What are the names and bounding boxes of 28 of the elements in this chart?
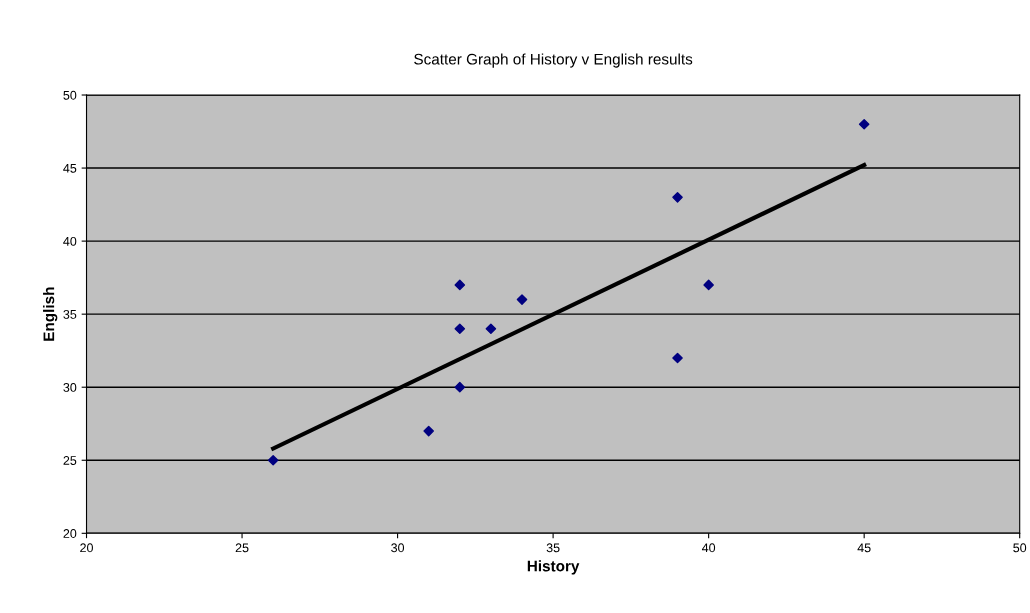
x-tick-label: 45 [857,543,871,553]
x-axis-title: History [527,560,580,575]
x-tick-label: 40 [701,543,716,553]
point [423,425,434,437]
y-tick-label: 25 [63,456,77,465]
point [858,118,870,130]
y-axis-title: English [43,287,58,341]
point [703,279,714,291]
point [672,352,683,364]
x-tick-label: 30 [391,543,405,553]
y-tick-label: 20 [63,529,77,538]
x-tick-label: 35 [546,543,560,553]
point [672,191,683,203]
y-tick-label: 35 [63,309,77,319]
point [454,323,466,335]
point [267,454,279,466]
y-tick-label: 45 [63,163,77,173]
point [454,381,466,393]
y-tick-label: 30 [63,383,77,392]
x-tick-label: 20 [80,543,93,553]
point [516,294,528,305]
x-tick-label: 50 [1013,543,1027,553]
point [485,323,497,335]
chart-title: Scatter Graph of History v English results [414,53,693,68]
y-tick-label: 40 [63,236,77,246]
y-tick-label: 50 [63,90,77,100]
x-tick-label: 25 [235,543,249,553]
point [454,279,466,291]
